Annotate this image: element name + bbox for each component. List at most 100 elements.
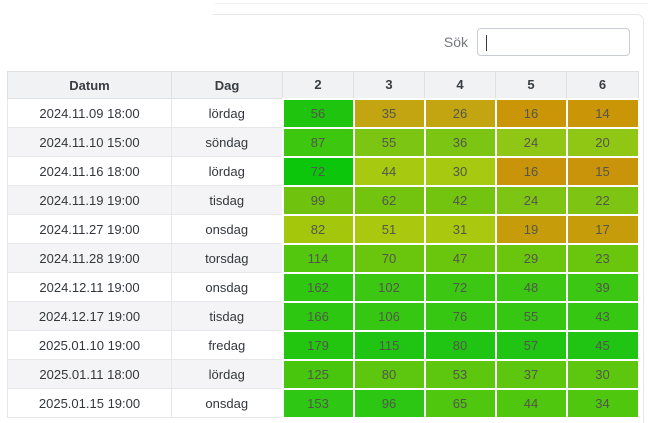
value-cell: 44	[494, 387, 568, 419]
table-row: 2024.11.28 19:00 torsdag 114 70 47 29 23	[7, 242, 640, 274]
datum-cell: 2024.12.11 19:00	[7, 272, 172, 302]
search-label: Sök	[443, 34, 468, 50]
dag-cell: fredag	[171, 330, 283, 360]
datum-cell: 2025.01.11 18:00	[7, 359, 172, 389]
search-input[interactable]	[478, 29, 629, 55]
value-cell: 76	[423, 300, 497, 332]
dag-cell: onsdag	[171, 388, 283, 418]
value-cell: 29	[494, 242, 568, 274]
value-cell: 14	[565, 97, 640, 129]
column-header-dag[interactable]: Dag	[171, 71, 283, 99]
dag-cell: lördag	[171, 98, 283, 128]
table-row: 2024.11.09 18:00 lördag 56 35 26 16 14	[7, 97, 640, 129]
header-row: Datum Dag 2 3 4 5 6	[7, 71, 639, 99]
datum-cell: 2025.01.15 19:00	[7, 388, 172, 418]
table-row: 2024.11.16 18:00 lördag 72 44 30 16 15	[7, 155, 640, 187]
column-header-4[interactable]: 4	[424, 71, 496, 99]
column-header-6[interactable]: 6	[566, 71, 639, 99]
value-cell: 80	[423, 329, 497, 361]
value-cell: 72	[281, 155, 355, 187]
column-header-3[interactable]: 3	[353, 71, 425, 99]
value-cell: 20	[565, 126, 640, 158]
value-cell: 19	[494, 213, 568, 245]
value-cell: 30	[565, 358, 640, 390]
value-cell: 62	[352, 184, 426, 216]
outer-card-border	[215, 3, 648, 4]
value-cell: 55	[494, 300, 568, 332]
dag-cell: onsdag	[171, 214, 283, 244]
value-cell: 44	[352, 155, 426, 187]
data-table: Datum Dag 2 3 4 5 6 2024.11.09 18:00 lördag 56 35…	[7, 71, 640, 419]
dag-cell: lördag	[171, 359, 283, 389]
value-cell: 162	[281, 271, 355, 303]
table-row: 2024.12.11 19:00 onsdag 162 102 72 48 39	[7, 271, 640, 303]
value-cell: 72	[423, 271, 497, 303]
value-cell: 55	[352, 126, 426, 158]
table-panel-border	[213, 14, 644, 423]
value-cell: 99	[281, 184, 355, 216]
value-cell: 35	[352, 97, 426, 129]
value-cell: 30	[423, 155, 497, 187]
table-row: 2024.11.10 15:00 söndag 87 55 36 24 20	[7, 126, 640, 158]
value-cell: 23	[565, 242, 640, 274]
table-row: 2024.11.27 19:00 onsdag 82 51 31 19 17	[7, 213, 640, 245]
dag-cell: tisdag	[171, 301, 283, 331]
value-cell: 24	[494, 126, 568, 158]
value-cell: 36	[423, 126, 497, 158]
value-cell: 34	[565, 387, 640, 419]
column-header-datum[interactable]: Datum	[7, 71, 172, 99]
value-cell: 57	[494, 329, 568, 361]
value-cell: 114	[281, 242, 355, 274]
value-cell: 102	[352, 271, 426, 303]
datum-cell: 2024.11.16 18:00	[7, 156, 172, 186]
value-cell: 26	[423, 97, 497, 129]
column-header-2[interactable]: 2	[282, 71, 354, 99]
table-row: 2024.12.17 19:00 tisdag 166 106 76 55 43	[7, 300, 640, 332]
table-row: 2025.01.11 18:00 lördag 125 80 53 37 30	[7, 358, 640, 390]
datum-cell: 2024.11.09 18:00	[7, 98, 172, 128]
value-cell: 179	[281, 329, 355, 361]
value-cell: 153	[281, 387, 355, 419]
value-cell: 96	[352, 387, 426, 419]
value-cell: 31	[423, 213, 497, 245]
dag-cell: tisdag	[171, 185, 283, 215]
datum-cell: 2024.11.27 19:00	[7, 214, 172, 244]
datum-cell: 2024.11.10 15:00	[7, 127, 172, 157]
datum-cell: 2024.11.28 19:00	[7, 243, 172, 273]
value-cell: 65	[423, 387, 497, 419]
datum-cell: 2024.11.19 19:00	[7, 185, 172, 215]
value-cell: 37	[494, 358, 568, 390]
value-cell: 15	[565, 155, 640, 187]
table-row: 2025.01.10 19:00 fredag 179 115 80 57 45	[7, 329, 640, 361]
value-cell: 125	[281, 358, 355, 390]
value-cell: 70	[352, 242, 426, 274]
search-input-box[interactable]	[477, 28, 630, 56]
dag-cell: torsdag	[171, 243, 283, 273]
table-header: Datum Dag 2 3 4 5 6	[7, 71, 639, 99]
value-cell: 48	[494, 271, 568, 303]
table-row: 2025.01.15 19:00 onsdag 153 96 65 44 34	[7, 387, 640, 419]
text-caret	[486, 35, 487, 51]
dag-cell: onsdag	[171, 272, 283, 302]
value-cell: 16	[494, 97, 568, 129]
value-cell: 43	[565, 300, 640, 332]
value-cell: 82	[281, 213, 355, 245]
value-cell: 51	[352, 213, 426, 245]
value-cell: 166	[281, 300, 355, 332]
value-cell: 53	[423, 358, 497, 390]
value-cell: 16	[494, 155, 568, 187]
dag-cell: söndag	[171, 127, 283, 157]
column-header-5[interactable]: 5	[495, 71, 567, 99]
value-cell: 45	[565, 329, 640, 361]
dag-cell: lördag	[171, 156, 283, 186]
value-cell: 42	[423, 184, 497, 216]
datum-cell: 2024.12.17 19:00	[7, 301, 172, 331]
value-cell: 87	[281, 126, 355, 158]
value-cell: 39	[565, 271, 640, 303]
value-cell: 47	[423, 242, 497, 274]
datum-cell: 2025.01.10 19:00	[7, 330, 172, 360]
value-cell: 24	[494, 184, 568, 216]
value-cell: 80	[352, 358, 426, 390]
value-cell: 22	[565, 184, 640, 216]
